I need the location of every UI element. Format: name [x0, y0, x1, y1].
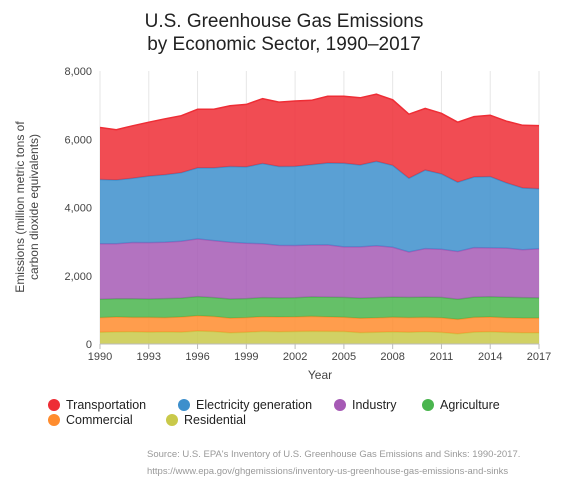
legend-item-commercial[interactable]: Commercial	[48, 413, 133, 427]
chart-title-line1: U.S. Greenhouse Gas Emissions	[144, 11, 424, 32]
x-axis-title: Year	[308, 368, 332, 382]
x-tick-label-2011: 2011	[430, 351, 454, 363]
y-tick-label-8000: 8,000	[64, 66, 92, 78]
legend-item-residential[interactable]: Residential	[166, 413, 246, 427]
x-tick-label-1990: 1990	[88, 351, 112, 363]
legend-item-industry[interactable]: Industry	[334, 398, 396, 412]
x-tick-label-2002: 2002	[283, 351, 307, 363]
source-note: Source: U.S. EPA's Inventory of U.S. Gre…	[147, 446, 520, 480]
legend-label-residential: Residential	[184, 413, 246, 427]
legend-label-industry: Industry	[352, 398, 397, 412]
chart-title: U.S. Greenhouse Gas Emissions by Economi…	[0, 10, 568, 56]
chart-title-line2: by Economic Sector, 1990–2017	[147, 34, 421, 55]
area-line-transportation	[99, 93, 540, 131]
y-tick-label-6000: 6,000	[64, 134, 92, 146]
y-tick-label-2000: 2,000	[64, 271, 92, 283]
legend-label-transportation: Transportation	[66, 398, 147, 412]
legend-marker-residential	[166, 414, 178, 426]
legend-label-agriculture: Agriculture	[440, 398, 500, 412]
legend-marker-agriculture	[422, 399, 434, 411]
x-tick-label-1999: 1999	[234, 351, 258, 363]
legend-marker-industry	[334, 399, 346, 411]
x-tick-label-2008: 2008	[380, 351, 404, 363]
y-tick-label-0: 0	[86, 339, 92, 351]
legend-label-electricity-generation: Electricity generation	[196, 398, 313, 412]
legend-marker-transportation	[48, 399, 60, 411]
area-residential	[100, 331, 539, 344]
x-tick-label-1996: 1996	[185, 351, 209, 363]
legend-item-transportation[interactable]: Transportation	[48, 398, 146, 412]
area-commercial	[100, 315, 539, 334]
x-tick-label-2017: 2017	[527, 351, 551, 363]
x-tick-label-2005: 2005	[332, 351, 356, 363]
legend-marker-commercial	[48, 414, 60, 426]
source-line1: Source: U.S. EPA's Inventory of U.S. Gre…	[147, 449, 521, 460]
area-transportation	[100, 94, 539, 189]
area-industry	[100, 238, 539, 300]
x-tick-label-1993: 1993	[137, 351, 161, 363]
x-tick-label-2014: 2014	[478, 351, 502, 363]
y-axis-title-line2: carbon dioxide equivalents)	[27, 134, 41, 280]
area-agriculture	[100, 296, 539, 320]
legend-label-commercial: Commercial	[66, 413, 133, 427]
area-series	[99, 93, 540, 344]
axes: 1990 1993 1996 1999 2002 2005 2008 2011 2014 2017…	[64, 66, 551, 363]
legend-marker-electricity-generation	[178, 399, 190, 411]
source-line2[interactable]: https://www.epa.gov/ghgemissions/invento…	[147, 466, 509, 477]
y-tick-label-4000: 4,000	[64, 203, 92, 215]
legend-item-electricity-generation[interactable]: Electricity generation	[178, 398, 312, 412]
legend-item-agriculture[interactable]: Agriculture	[422, 398, 500, 412]
area-electricity-generation	[100, 161, 539, 252]
y-axis-title-line1: Emissions (million metric tons of	[13, 121, 27, 293]
